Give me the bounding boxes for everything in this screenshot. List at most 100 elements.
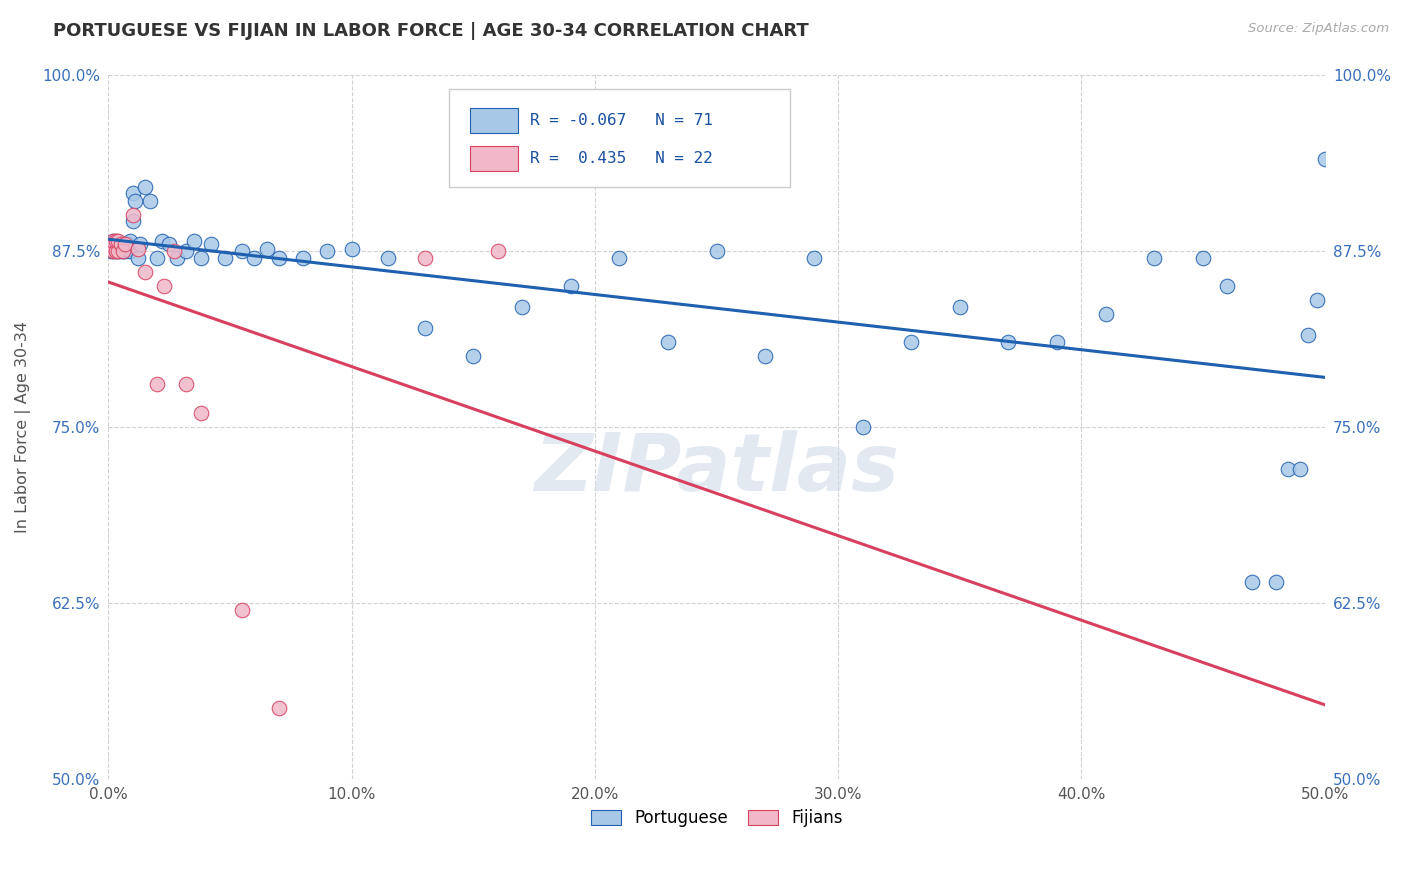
Point [104,234,127,248]
Point [114,236,136,251]
Point [243,251,266,265]
Point [110,242,132,256]
Point [231,603,253,617]
Point [114,236,136,251]
Point [103,234,125,248]
Point [107,244,129,258]
Point [754,349,776,363]
Point [413,321,436,335]
Y-axis label: In Labor Force | Age 30-34: In Labor Force | Age 30-34 [15,321,31,533]
Point [157,236,180,251]
Point [803,251,825,265]
Point [107,236,129,251]
Point [463,349,485,363]
Point [103,244,125,258]
Point [1289,462,1312,476]
Point [110,236,132,251]
Point [103,239,125,253]
Point [510,300,533,314]
Point [1240,574,1263,589]
Point [120,244,142,258]
Point [1046,335,1069,350]
Point [117,236,139,251]
Point [121,208,143,222]
Point [190,406,212,420]
Point [153,278,176,293]
Point [1306,293,1329,307]
Point [127,251,149,265]
Point [340,242,363,256]
Point [560,278,582,293]
Point [110,244,132,258]
FancyBboxPatch shape [449,88,790,187]
Point [413,251,436,265]
Point [121,214,143,228]
Point [166,251,188,265]
Point [103,244,125,258]
Point [486,244,509,258]
Point [114,244,136,258]
Text: R =  0.435   N = 22: R = 0.435 N = 22 [530,151,713,166]
Point [104,244,127,258]
Point [127,242,149,256]
Point [1192,251,1215,265]
Point [1143,251,1166,265]
Point [316,244,339,258]
Point [1265,574,1288,589]
Point [174,244,197,258]
Text: R = -0.067   N = 71: R = -0.067 N = 71 [530,112,713,128]
Point [1277,462,1299,476]
Point [117,242,139,256]
Point [851,419,873,434]
Point [139,194,162,209]
Point [183,234,205,248]
Legend: Portuguese, Fijians: Portuguese, Fijians [583,803,849,834]
Point [134,265,156,279]
Point [657,335,679,350]
Point [100,236,122,251]
Text: PORTUGUESE VS FIJIAN IN LABOR FORCE | AGE 30-34 CORRELATION CHART: PORTUGUESE VS FIJIAN IN LABOR FORCE | AG… [53,22,810,40]
Point [1094,307,1116,321]
Point [124,194,146,209]
Point [267,251,290,265]
Point [129,236,152,251]
Point [107,242,129,256]
Point [100,236,122,251]
Point [112,236,135,251]
Point [900,335,922,350]
Point [949,300,972,314]
Bar [470,145,519,171]
Text: ZIPatlas: ZIPatlas [534,430,898,508]
Point [607,251,630,265]
Point [214,251,236,265]
Point [104,234,127,248]
Point [1296,328,1319,343]
Point [134,180,156,194]
Point [200,236,222,251]
Point [107,234,129,248]
Point [231,244,253,258]
Point [107,244,129,258]
Point [112,244,135,258]
Point [104,239,127,253]
Point [997,335,1019,350]
Point [292,251,315,265]
Point [103,234,125,248]
Point [146,377,169,392]
Point [112,244,135,258]
Point [150,234,173,248]
Point [377,251,399,265]
Point [267,701,290,715]
Point [256,242,278,256]
Point [121,186,143,200]
Point [1313,152,1336,166]
Bar [470,108,519,133]
Point [104,244,127,258]
Point [163,244,186,258]
Point [120,234,142,248]
Point [146,251,169,265]
Point [110,236,132,251]
Point [174,377,197,392]
Text: Source: ZipAtlas.com: Source: ZipAtlas.com [1249,22,1389,36]
Point [706,244,728,258]
